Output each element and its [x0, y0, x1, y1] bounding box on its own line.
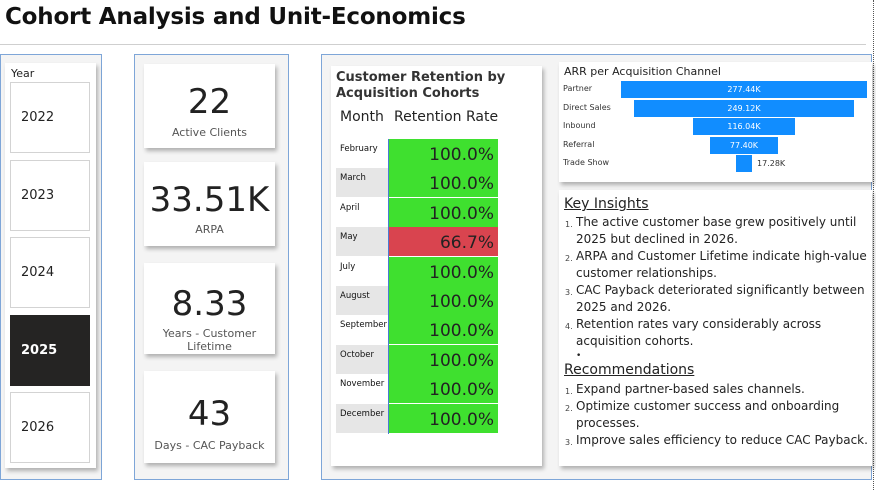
funnel-bar[interactable] — [736, 155, 752, 172]
year-option-2023[interactable]: 2023 — [10, 160, 90, 231]
kpi-value: 22 — [187, 82, 232, 122]
table-row: July 100.0% — [336, 256, 498, 286]
channel-label: Direct Sales — [563, 102, 611, 112]
funnel-bar[interactable]: 116.04K — [692, 118, 796, 135]
channel-label: Inbound — [563, 121, 596, 130]
kpi-card-arpa: 33.51K ARPA — [144, 162, 275, 246]
list-item: 1. The active customer base grew positive… — [565, 214, 870, 248]
table-row: August 100.0% — [336, 286, 498, 315]
month-cell: October — [336, 344, 388, 374]
recommendations-heading: Recommendations — [564, 362, 695, 378]
empty-bullet: • — [576, 351, 582, 361]
retention-rate-cell: 100.0% — [388, 344, 498, 374]
retention-rate-cell: 100.0% — [388, 286, 498, 315]
retention-rate-cell: 100.0% — [388, 403, 498, 433]
insights-card — [559, 190, 872, 466]
list-number: 2. — [565, 404, 573, 413]
month-cell: May — [336, 227, 388, 257]
list-number: 4. — [565, 322, 573, 331]
list-item: 4. Retention rates vary considerably acro… — [565, 316, 870, 350]
list-item-text: Improve sales efficiency to reduce CAC P… — [576, 433, 868, 447]
table-row: April 100.0% — [336, 197, 498, 227]
list-item-text: Expand partner-based sales channels. — [576, 382, 805, 396]
retention-rate-cell: 100.0% — [388, 197, 498, 227]
arr-chart-title: ARR per Acquisition Channel — [564, 65, 721, 78]
channel-label: Referral — [563, 139, 595, 149]
table-row: October 100.0% — [336, 344, 498, 374]
canvas-edge — [873, 0, 874, 490]
retention-rate-cell: 100.0% — [388, 315, 498, 345]
month-cell: September — [336, 315, 388, 345]
list-number: 1. — [565, 220, 573, 229]
list-number: 3. — [565, 438, 573, 447]
retention-rate-cell: 100.0% — [388, 374, 498, 404]
month-cell: August — [336, 286, 388, 315]
kpi-card-customer-lifetime: 8.33 Years - Customer Lifetime — [144, 263, 275, 354]
kpi-label: ARPA — [195, 223, 224, 236]
channel-label: Partner — [563, 84, 593, 93]
kpi-label: Active Clients — [171, 126, 248, 139]
kpi-label: Days - CAC Payback — [154, 439, 265, 452]
list-item-text: Retention rates vary considerably across… — [576, 317, 822, 348]
column-header-retention-rate[interactable]: Retention Rate — [394, 109, 499, 125]
retention-rate-cell: 100.0% — [388, 139, 498, 168]
table-row: March 100.0% — [336, 168, 498, 198]
kpi-value: 33.51K — [149, 180, 270, 220]
key-insights-heading: Key Insights — [564, 196, 649, 212]
list-item: 2. ARPA and Customer Lifetime indicate hi… — [565, 248, 870, 282]
list-item: 2. Optimize customer success and onboardi… — [565, 398, 870, 432]
slicer-title: Year — [11, 67, 35, 80]
list-item: 3. Improve sales efficiency to reduce CAC… — [565, 432, 870, 449]
kpi-value: 8.33 — [171, 284, 248, 324]
list-number: 2. — [565, 254, 573, 263]
month-cell: April — [336, 197, 388, 227]
table-row: September 100.0% — [336, 315, 498, 345]
list-number: 3. — [565, 288, 573, 297]
month-cell: March — [336, 168, 388, 198]
list-item-text: Optimize customer success and onboarding… — [576, 399, 840, 430]
column-divider — [388, 139, 389, 434]
month-cell: December — [336, 403, 388, 433]
table-row: February 100.0% — [336, 139, 498, 168]
kpi-label: Years - Customer Lifetime — [162, 327, 257, 353]
year-option-2025[interactable]: 2025 — [10, 315, 90, 386]
funnel-bar[interactable]: 277.44K — [621, 81, 867, 98]
table-row: December 100.0% — [336, 403, 498, 433]
list-item-text: The active customer base grew positively… — [576, 215, 857, 246]
kpi-card-cac-payback: 43 Days - CAC Payback — [144, 371, 275, 463]
page-title: Cohort Analysis and Unit-Economics — [5, 4, 466, 30]
month-cell: July — [336, 256, 388, 286]
list-item: 1. Expand partner-based sales channels. — [565, 381, 870, 398]
funnel-bar[interactable]: 249.12K — [633, 99, 855, 117]
kpi-value: 43 — [187, 394, 232, 434]
retention-table-title: Customer Retention by Acquisition Cohort… — [336, 70, 506, 101]
year-option-2022[interactable]: 2022 — [10, 82, 90, 153]
channel-label: Trade Show — [563, 158, 610, 167]
header-divider — [0, 44, 866, 45]
table-row: November 100.0% — [336, 374, 498, 404]
year-option-2026[interactable]: 2026 — [10, 392, 90, 463]
list-number: 1. — [565, 387, 573, 396]
table-row: May 66.7% — [336, 227, 498, 257]
list-item-text: CAC Payback deteriorated significantly b… — [576, 283, 865, 314]
retention-rate-cell: 100.0% — [388, 256, 498, 286]
month-cell: November — [336, 374, 388, 404]
column-header-month[interactable]: Month — [340, 109, 384, 125]
retention-rate-cell: 66.7% — [388, 227, 498, 257]
month-cell: February — [336, 139, 388, 168]
list-item: 3. CAC Payback deteriorated significantly… — [565, 282, 870, 316]
list-item-text: ARPA and Customer Lifetime indicate high… — [576, 249, 867, 280]
funnel-bar[interactable]: 77.40K — [709, 136, 779, 154]
year-option-2024[interactable]: 2024 — [10, 237, 90, 308]
data-label: 17.28K — [757, 159, 786, 168]
retention-rate-cell: 100.0% — [388, 168, 498, 198]
kpi-card-active-clients: 22 Active Clients — [144, 64, 275, 148]
